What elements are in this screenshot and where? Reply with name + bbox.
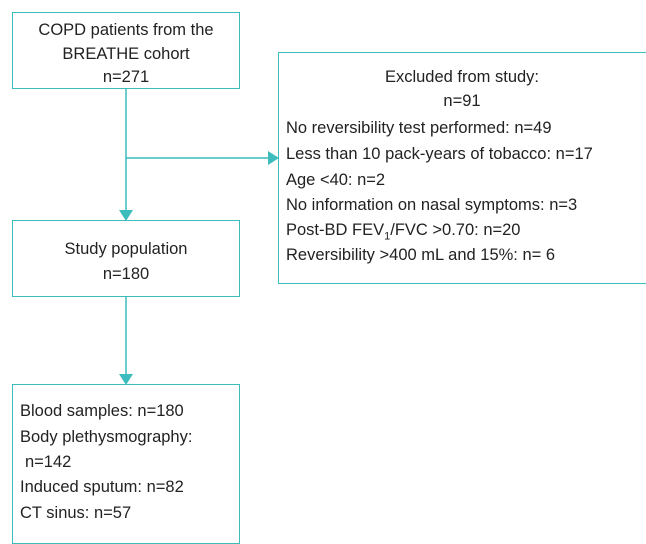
node-text: Less than 10 pack-years of tobacco: n=17 [286,145,593,163]
node-box: Excluded from study: n=91 No reversibili… [278,52,646,284]
arrowhead [119,210,133,221]
node-text: Post-BD FEV1/FVC >0.70: n=20 [286,220,521,246]
node-text: No information on nasal symptoms: n=3 [286,196,578,214]
node-text: COPD patients from the [38,21,214,39]
arrowhead [268,151,279,165]
arrowhead [119,374,133,385]
node-text: Study population [64,240,188,258]
node-text: Excluded from study: [384,68,540,86]
node-box: Blood samples: n=180 Body plethysmograph… [12,384,240,544]
node-text: n=271 [102,68,150,86]
node-box: COPD patients from the BREATHE cohort n=… [12,12,240,89]
node-text: Post-BD FEV [286,221,385,239]
node-text: BREATHE cohort [62,45,190,63]
node-box: Study population n=180 [12,220,240,297]
subscript: 1 [384,230,391,243]
node-text: CT sinus: n=57 [20,504,132,522]
node-text: Body plethysmography: [20,428,193,446]
node-text: Age <40: n=2 [286,171,386,189]
node-text: n=142 [25,453,72,471]
node-text: Induced sputum: n=82 [20,478,184,496]
node-text: Reversibility >400 mL and 15%: n= 6 [286,246,556,264]
node-text: n=180 [102,265,150,283]
node-text: /FVC >0.70: n=20 [390,221,521,239]
node-text: Blood samples: n=180 [20,402,184,420]
node-text: No reversibility test performed: n=49 [286,119,552,137]
node-text: n=91 [443,92,481,110]
